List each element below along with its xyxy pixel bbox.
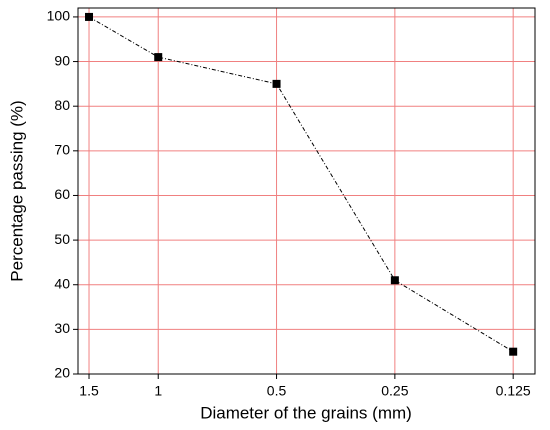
data-point bbox=[85, 12, 94, 21]
data-point bbox=[390, 276, 399, 285]
y-tick-label: 100 bbox=[47, 8, 71, 24]
y-axis-label: Percentage passing (%) bbox=[7, 100, 26, 281]
y-tick-label: 90 bbox=[54, 52, 70, 68]
x-tick-label: 0.25 bbox=[381, 383, 408, 399]
plot-frame bbox=[77, 7, 536, 375]
y-tick-label: 30 bbox=[54, 320, 70, 336]
data-point bbox=[509, 347, 518, 356]
x-axis-label: Diameter of the grains (mm) bbox=[200, 403, 412, 422]
y-tick-label: 70 bbox=[54, 142, 70, 158]
data-line bbox=[88, 16, 514, 353]
y-tick-label: 80 bbox=[54, 97, 70, 113]
x-tick-label: 1.5 bbox=[79, 383, 99, 399]
x-tick-label: 0.5 bbox=[267, 383, 287, 399]
data-point bbox=[272, 79, 281, 88]
y-tick-label: 20 bbox=[54, 365, 70, 381]
data-point bbox=[154, 53, 163, 62]
y-tick-label: 60 bbox=[54, 186, 70, 202]
y-tick-label: 50 bbox=[54, 231, 70, 247]
y-tick-label: 40 bbox=[54, 275, 70, 291]
x-tick-label: 0.125 bbox=[496, 383, 531, 399]
x-tick-label: 1 bbox=[154, 383, 162, 399]
